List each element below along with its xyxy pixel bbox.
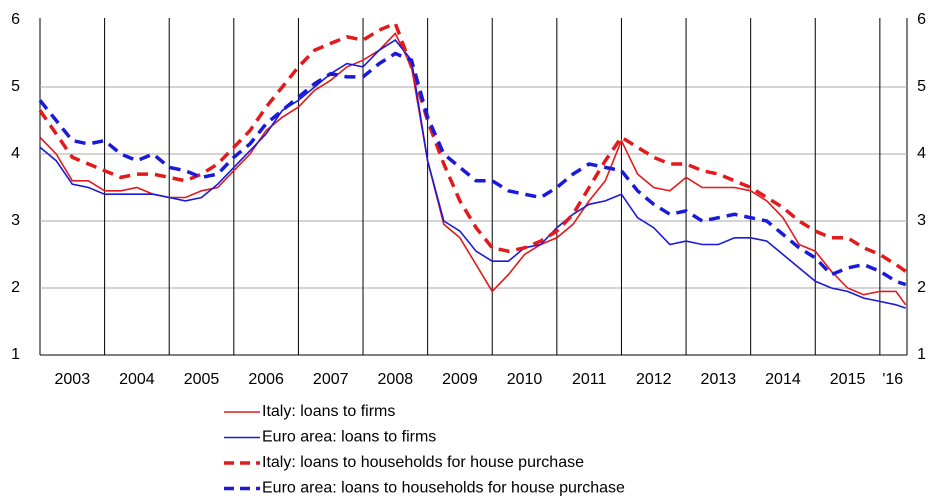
x-tick-label: '16 [882, 371, 903, 388]
y-tick-label: 1 [11, 346, 20, 363]
x-tick-label: 2013 [701, 371, 737, 388]
series-line [39, 32, 907, 306]
x-tick-label: 2009 [442, 371, 478, 388]
series-line [38, 51, 907, 287]
y-tick-label: 2 [11, 279, 20, 296]
y-tick-label: 6 [11, 11, 20, 28]
x-tick-label: 2006 [248, 371, 284, 388]
x-tick-label: 2015 [830, 371, 866, 388]
y-tick-label: 4 [11, 145, 20, 162]
y2-tick-label: 4 [917, 145, 926, 162]
x-tick-label: 2010 [507, 371, 543, 388]
x-tick-label: 2008 [378, 371, 414, 388]
legend-label: Euro area: loans to firms [262, 429, 436, 446]
y-tick-label: 5 [11, 78, 20, 95]
legend-label: Euro area: loans to households for house… [262, 480, 625, 497]
legend-label: Italy: loans to households for house pur… [262, 454, 584, 471]
x-tick-label: 2011 [572, 371, 607, 388]
y2-tick-label: 3 [917, 212, 926, 229]
series-line [38, 21, 907, 273]
y2-tick-label: 2 [917, 279, 926, 296]
legend-label: Italy: loans to firms [262, 403, 395, 420]
series-line [39, 39, 906, 309]
x-tick-label: 2014 [765, 371, 801, 388]
x-tick-label: 2012 [636, 371, 672, 388]
x-tick-label: 2003 [55, 371, 91, 388]
x-tick-label: 2007 [313, 371, 349, 388]
y2-tick-label: 1 [917, 346, 926, 363]
x-tick-label: 2004 [119, 371, 155, 388]
y2-tick-label: 5 [917, 78, 926, 95]
y2-tick-label: 6 [917, 11, 926, 28]
x-tick-label: 2005 [184, 371, 220, 388]
y-tick-label: 3 [11, 212, 20, 229]
